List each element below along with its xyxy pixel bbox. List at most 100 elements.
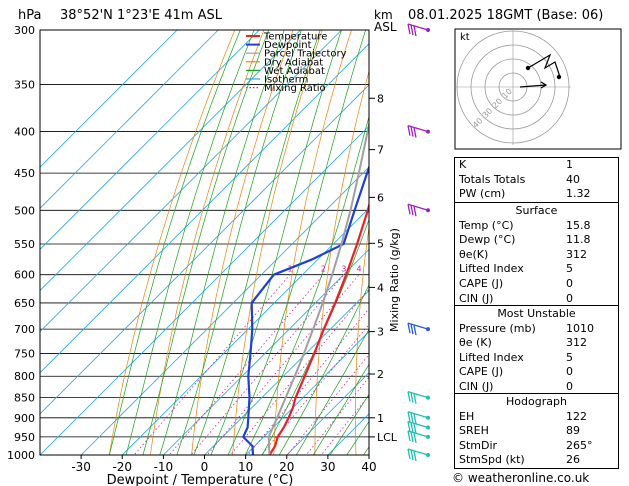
x-tick-label: 10 <box>238 460 253 474</box>
x-tick-label: 0 <box>201 460 209 474</box>
dry-adiabat <box>108 30 236 455</box>
y-tick-label: 350 <box>14 78 35 91</box>
dry-adiabat <box>355 224 369 455</box>
isotherm-line <box>40 30 301 292</box>
most-unstable-row: Lifted Index 5 <box>459 350 573 364</box>
wind-barb-flag <box>410 412 414 423</box>
x-tick-label: -30 <box>71 460 91 474</box>
wind-barb-flag <box>413 127 417 138</box>
isotherm-line <box>40 125 369 455</box>
wet-adiabat <box>176 30 302 455</box>
dry-adiabat <box>395 18 442 472</box>
surface-row: Temp (°C) 15.8 <box>459 218 591 232</box>
mixing-ratio-axis-label: Mixing Ratio (g/kg) <box>388 228 401 332</box>
legend-entry: Isotherm <box>264 75 308 86</box>
legend-entry: Temperature <box>263 32 327 43</box>
wind-barb-flag <box>410 431 414 443</box>
wind-barb-flag <box>413 413 417 424</box>
wind-barb-flag <box>413 25 417 37</box>
hodograph-frame <box>454 28 622 150</box>
wind-barb-flag <box>407 421 411 432</box>
datetime-title: 08.01.2025 18GMT (Base: 06) <box>408 8 604 23</box>
wet-adiabat <box>346 420 369 455</box>
wind-barb-flag <box>407 448 411 460</box>
x-tick-label: -10 <box>154 460 174 474</box>
most-unstable-row: CAPE (J) 0 <box>459 365 573 379</box>
wind-barb <box>407 448 430 462</box>
legend-entry: Dry Adiabat <box>264 57 323 68</box>
asl-label: ASL <box>374 20 397 34</box>
y-tick-label: 700 <box>14 323 35 336</box>
wind-barb-flag <box>410 323 414 335</box>
dry-adiabat <box>150 30 265 455</box>
surface-row: Dewp (°C) 11.8 <box>459 233 591 247</box>
wind-barb <box>407 322 430 336</box>
wind-barb-flag <box>413 432 417 444</box>
km-tick-label: 5 <box>377 237 384 250</box>
wind-barb <box>407 430 430 444</box>
wind-barb-dot <box>426 129 430 134</box>
y-tick-label: 550 <box>14 238 35 251</box>
x-axis-label: Dewpoint / Temperature (°C) <box>107 473 294 486</box>
wind-barb-flag <box>410 126 414 137</box>
wet-adiabat <box>278 283 369 455</box>
hodograph-row: StmSpd (kt) 26 <box>459 453 580 467</box>
wind-barb <box>407 411 430 424</box>
wind-barb-flag <box>407 204 411 215</box>
mixing-ratio-label: 4 <box>357 265 362 274</box>
surface-row: Lifted Index 5 <box>459 262 573 276</box>
y-tick-label: 600 <box>14 269 35 282</box>
isotherm-line <box>245 331 369 455</box>
km-tick-label: 4 <box>377 281 384 294</box>
wet-adiabat <box>312 363 369 455</box>
km-tick-label: 7 <box>377 144 384 157</box>
hodograph-row: StmDir 265° <box>459 438 593 452</box>
y-tick-label: 1000 <box>7 449 35 462</box>
isotherm-line <box>163 248 369 455</box>
hodograph-table: Hodograph EH 122 SREH 89 StmDir 265° StmSpd… <box>454 393 619 469</box>
wind-barb <box>407 23 430 37</box>
dry-adiabat <box>273 30 352 455</box>
mixing-ratio-label: 15 <box>430 265 440 274</box>
profile-parcel-trajectory <box>267 120 369 455</box>
index-row: Totals Totals 40 <box>459 172 580 186</box>
wind-barb-dot <box>426 28 430 32</box>
wet-adiabat <box>210 30 342 455</box>
most-unstable-table: Most Unstable Pressure (mb) 1010 θe (K) 31… <box>454 305 619 396</box>
wind-barb-flag <box>413 206 417 217</box>
legend-entry: Mixing Ratio <box>264 83 326 94</box>
wind-barb-flag <box>410 205 414 216</box>
wet-adiabat <box>159 30 285 455</box>
isotherm-line <box>40 30 260 250</box>
wind-barb-flag <box>410 449 414 461</box>
wet-adiabat <box>329 393 369 455</box>
wind-barb-dot <box>426 327 430 332</box>
isotherm-line <box>40 30 342 333</box>
wind-barb <box>407 203 430 217</box>
most-unstable-row: Pressure (mb) 1010 <box>459 321 594 335</box>
storm-motion-arrow <box>519 81 548 89</box>
hodograph-heading: Hodograph <box>506 395 567 408</box>
x-tick-label: 40 <box>361 460 376 474</box>
surface-table: Surface Temp (°C) 15.8 Dewp (°C) 11.8 θe(K… <box>454 202 619 308</box>
legend-entry: Dewpoint <box>264 40 312 51</box>
wet-adiabat <box>125 30 255 455</box>
wind-barb-dot <box>426 434 430 439</box>
mixing-ratio-label: 3 <box>341 265 346 274</box>
dry-adiabat <box>314 69 369 455</box>
mixing-ratio-label: 2 <box>321 265 326 274</box>
isotherm-line <box>204 289 369 455</box>
wind-barb-dot <box>426 415 430 420</box>
wind-barb-flag <box>410 422 414 433</box>
most-unstable-heading: Most Unstable <box>497 307 576 320</box>
legend-entry: Parcel Trajectory <box>264 49 347 60</box>
wind-barb-dot <box>426 453 430 457</box>
y-tick-label: 900 <box>14 412 35 425</box>
mixing-ratio-label: 10 <box>405 265 415 274</box>
wind-barb-dot <box>426 425 430 430</box>
wind-barb-flag <box>407 411 411 422</box>
most-unstable-row: CIN (J) 0 <box>459 379 573 393</box>
